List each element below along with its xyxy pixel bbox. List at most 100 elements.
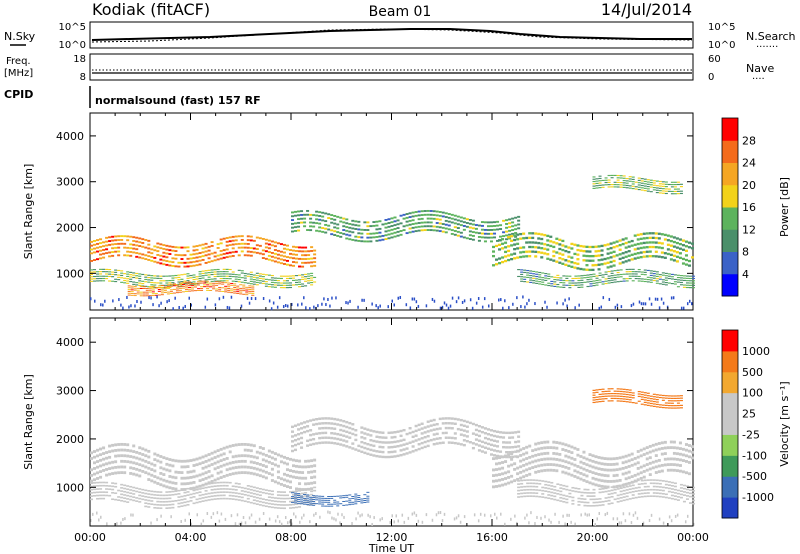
- echo-cell: [504, 477, 508, 480]
- echo-cell: [183, 482, 187, 486]
- echo-cell: [651, 232, 655, 235]
- echo-cell: [576, 448, 580, 451]
- echo-cell: [138, 282, 142, 284]
- echo-cell: [327, 422, 331, 425]
- echo-cell: [655, 492, 659, 494]
- scatter-cell: [102, 303, 104, 307]
- echo-cell: [240, 493, 244, 495]
- echo-cell: [354, 429, 358, 432]
- echo-cell: [508, 451, 512, 454]
- echo-cell: [649, 495, 653, 497]
- echo-cell: [315, 422, 319, 426]
- echo-cell: [144, 502, 148, 504]
- echo-cell: [514, 224, 518, 227]
- echo-cell: [675, 469, 679, 473]
- echo-cell: [267, 502, 271, 505]
- echo-cell: [258, 504, 262, 506]
- echo-cell: [616, 395, 620, 397]
- echo-cell: [159, 243, 163, 246]
- echo-cell: [597, 461, 601, 465]
- echo-cell: [145, 287, 149, 289]
- echo-cell: [652, 488, 656, 491]
- echo-cell: [366, 495, 370, 497]
- echo-cell: [147, 449, 151, 453]
- echo-cell: [207, 481, 211, 485]
- echo-cell: [628, 268, 632, 270]
- echo-cell: [426, 435, 430, 438]
- echo-cell: [171, 257, 175, 260]
- echo-cell: [459, 418, 463, 422]
- echo-cell: [126, 460, 130, 464]
- echo-cell: [625, 278, 629, 280]
- echo-cell: [661, 185, 665, 187]
- echo-cell: [628, 271, 632, 273]
- echo-cell: [579, 244, 583, 248]
- echo-cell: [628, 185, 632, 187]
- echo-cell: [156, 246, 160, 249]
- echo-cell: [432, 418, 436, 422]
- echo-cell: [595, 275, 599, 277]
- echo-cell: [675, 255, 679, 258]
- echo-cell: [292, 284, 296, 286]
- echo-cell: [255, 456, 259, 460]
- y-axis-label: Slant Range [km]: [22, 164, 35, 260]
- echo-cell: [456, 427, 460, 431]
- scatter-cell: [132, 513, 134, 517]
- echo-cell: [285, 485, 289, 489]
- echo-cell: [649, 395, 653, 397]
- scatter-cell: [226, 305, 229, 309]
- scatter-cell: [268, 517, 271, 521]
- echo-cell: [393, 224, 397, 227]
- echo-cell: [298, 487, 302, 491]
- echo-cell: [604, 278, 608, 280]
- echo-cell: [541, 489, 545, 492]
- echo-cell: [423, 436, 427, 439]
- echo-cell: [129, 485, 133, 488]
- echo-cell: [129, 449, 133, 453]
- echo-cell: [132, 247, 136, 250]
- echo-cell: [225, 273, 229, 275]
- echo-cell: [682, 494, 686, 496]
- echo-cell: [222, 237, 226, 240]
- echo-cell: [351, 227, 355, 230]
- echo-cell: [200, 288, 204, 290]
- echo-cell: [267, 449, 271, 453]
- echo-cell: [189, 284, 193, 286]
- echo-cell: [471, 432, 475, 435]
- colorbar-label: Power [dB]: [778, 177, 791, 237]
- scatter-cell: [323, 297, 325, 301]
- echo-cell: [292, 494, 296, 496]
- echo-cell: [655, 192, 659, 194]
- echo-cell: [622, 486, 626, 489]
- echo-cell: [189, 496, 193, 499]
- echo-cell: [222, 491, 226, 493]
- scatter-cell: [391, 514, 393, 518]
- scatter-cell: [96, 511, 98, 515]
- echo-cell: [565, 501, 569, 504]
- scatter-cell: [375, 304, 377, 308]
- echo-cell: [627, 250, 631, 253]
- echo-cell: [310, 459, 314, 463]
- echo-cell: [165, 275, 169, 277]
- freq-panel: Freq. [MHz] 18 8 60 0 Nave ····: [4, 53, 774, 85]
- echo-cell: [234, 443, 238, 447]
- echo-cell: [486, 442, 490, 446]
- echo-cell: [264, 476, 268, 480]
- echo-cell: [622, 280, 626, 282]
- echo-cell: [517, 430, 521, 434]
- echo-cell: [99, 280, 103, 282]
- echo-cell: [516, 466, 520, 470]
- echo-cell: [168, 469, 172, 473]
- echo-cell: [538, 283, 542, 285]
- colorbar-tick-label: 1000: [742, 345, 770, 358]
- echo-cell: [432, 217, 436, 220]
- echo-cell: [216, 268, 220, 271]
- echo-cell: [649, 191, 653, 193]
- echo-cell: [312, 437, 316, 441]
- echo-cell: [366, 447, 370, 451]
- echo-cell: [480, 440, 484, 444]
- echo-cell: [264, 283, 268, 285]
- echo-cell: [171, 249, 175, 252]
- echo-cell: [637, 188, 641, 191]
- echo-cell: [197, 282, 201, 284]
